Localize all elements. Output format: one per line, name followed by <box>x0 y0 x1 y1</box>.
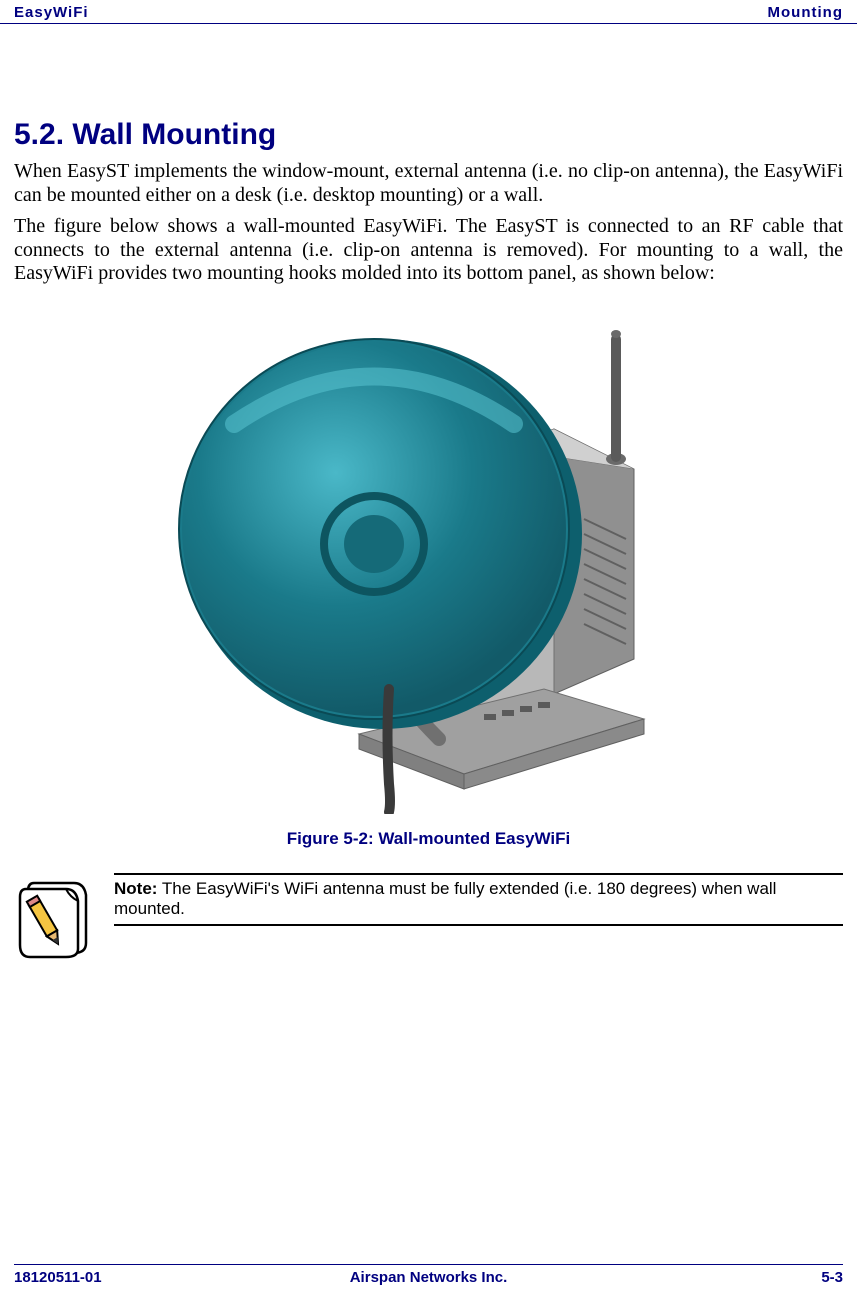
paragraph-1: When EasyST implements the window-mount,… <box>14 160 843 207</box>
page-header: EasyWiFi Mounting <box>0 0 857 24</box>
note-icon-cell <box>14 873 114 964</box>
note-body: The EasyWiFi's WiFi antenna must be full… <box>114 879 776 918</box>
note-text: Note: The EasyWiFi's WiFi antenna must b… <box>114 873 843 926</box>
rf-cable <box>387 689 390 812</box>
section-number: 5.2. <box>14 118 64 151</box>
note-label: Note: <box>114 879 157 898</box>
wall-mounted-device-illustration <box>164 294 694 814</box>
figure-caption: Figure 5-2: Wall-mounted EasyWiFi <box>14 829 843 849</box>
paragraph-2: The figure below shows a wall-mounted Ea… <box>14 215 843 286</box>
page-footer: 18120511-01 Airspan Networks Inc. 5-3 <box>14 1264 843 1286</box>
footer-doc-number: 18120511-01 <box>14 1269 102 1286</box>
section-heading: 5.2. Wall Mounting <box>14 118 843 152</box>
header-chapter-name: Mounting <box>768 4 843 21</box>
header-product-name: EasyWiFi <box>14 4 89 21</box>
section-title-text: Wall Mounting <box>72 118 276 151</box>
wifi-antenna <box>606 330 626 465</box>
page-content: 5.2. Wall Mounting When EasyST implement… <box>0 24 857 964</box>
footer-company: Airspan Networks Inc. <box>350 1269 508 1286</box>
note-block: Note: The EasyWiFi's WiFi antenna must b… <box>14 873 843 964</box>
note-icon <box>14 877 96 959</box>
footer-page-number: 5-3 <box>821 1269 843 1286</box>
figure-container: Figure 5-2: Wall-mounted EasyWiFi <box>14 294 843 849</box>
